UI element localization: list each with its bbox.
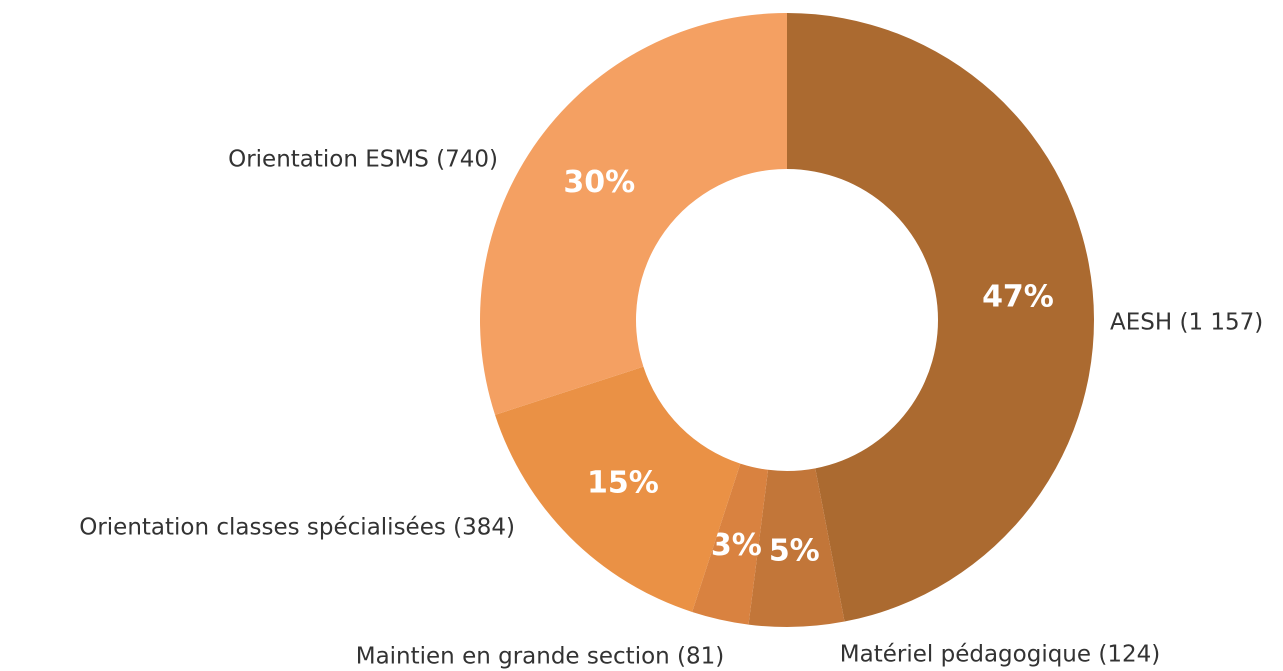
donut-slice: [495, 366, 741, 612]
category-label: AESH (1 157): [1110, 310, 1263, 336]
value-label: 15%: [587, 466, 659, 501]
category-label: Orientation classes spécialisées (384): [79, 515, 515, 541]
value-label: 3%: [711, 528, 762, 563]
value-label: 30%: [563, 165, 635, 200]
donut-slice: [479, 13, 787, 415]
value-label: 5%: [769, 533, 820, 568]
category-label: Orientation ESMS (740): [228, 147, 498, 173]
category-label: Maintien en grande section (81): [356, 644, 725, 670]
donut-slice: [748, 468, 845, 627]
donut-slice: [787, 13, 1094, 622]
category-label: Matériel pédagogique (124): [840, 642, 1160, 668]
donut-slice: [692, 463, 769, 625]
value-label: 47%: [982, 280, 1054, 315]
